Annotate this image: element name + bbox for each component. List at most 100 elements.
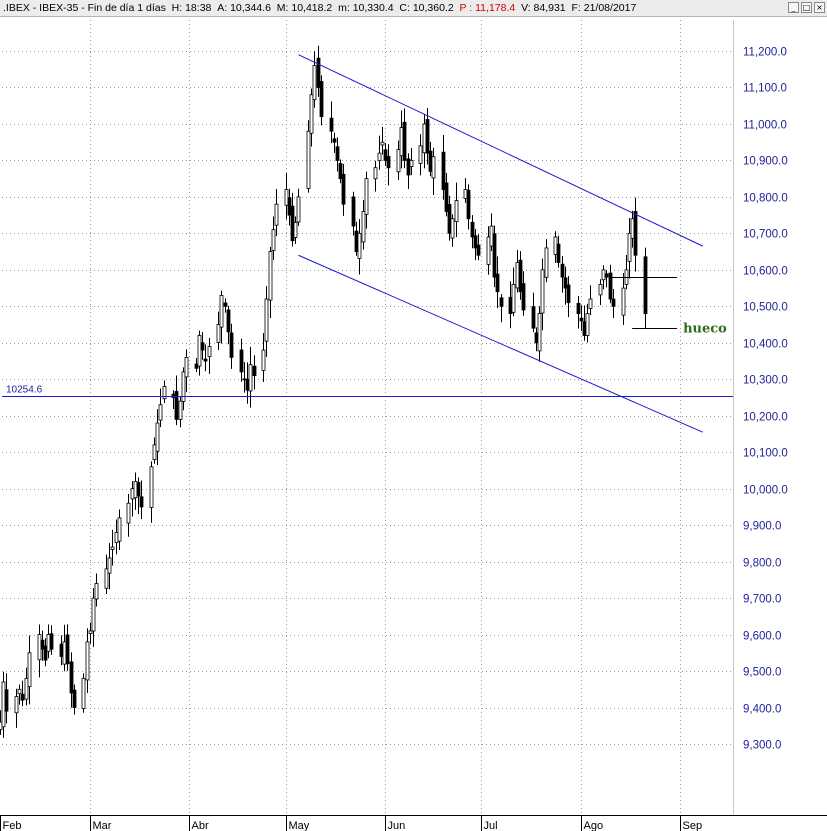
candle — [306, 120, 311, 193]
candle — [588, 285, 593, 316]
candle — [14, 688, 19, 728]
candle-body — [386, 155, 391, 169]
maximize-button[interactable]: □ — [801, 2, 812, 13]
candle-body — [117, 517, 122, 542]
candle-body — [1, 681, 6, 728]
candle — [582, 305, 587, 341]
candle — [576, 295, 581, 329]
candle — [521, 271, 526, 316]
candle-body — [508, 296, 513, 315]
y-tick-label: 9,500.0 — [743, 667, 781, 679]
candle-body — [380, 141, 385, 146]
candle — [608, 264, 613, 304]
candle — [181, 367, 186, 411]
candle-body — [534, 332, 539, 344]
candle-body — [489, 225, 494, 247]
candle — [335, 137, 340, 172]
month-label: Ago — [584, 820, 604, 831]
candle-body — [396, 149, 401, 173]
candle — [46, 624, 51, 659]
candle — [207, 337, 212, 374]
candle — [72, 684, 77, 715]
candle-body — [37, 634, 42, 661]
y-tick-label: 9,700.0 — [743, 594, 781, 606]
candle-body — [521, 283, 526, 311]
candle — [470, 215, 475, 249]
minimize-button[interactable]: _ — [788, 2, 799, 13]
candle — [85, 628, 90, 694]
candle — [579, 305, 584, 331]
candle-body — [110, 546, 115, 550]
y-tick-label: 9,300.0 — [743, 740, 781, 752]
candle-body — [94, 583, 99, 600]
close-button[interactable]: × — [814, 2, 825, 13]
candle — [69, 652, 74, 708]
candle — [312, 51, 317, 108]
candle-body — [601, 269, 606, 281]
candle-body — [264, 298, 269, 342]
y-tick-label: 9,800.0 — [743, 558, 781, 570]
candle-body — [492, 233, 497, 278]
y-tick-label: 11,100.0 — [743, 83, 787, 95]
y-tick-label: 10,900.0 — [743, 156, 788, 168]
candle-body — [81, 677, 86, 709]
candle-body — [544, 247, 549, 278]
candle-body — [540, 269, 545, 314]
candle — [203, 344, 208, 372]
candle — [43, 638, 48, 667]
y-tick-label: 10,700.0 — [743, 229, 788, 241]
candle-body — [85, 641, 90, 681]
candle — [534, 327, 539, 352]
candle — [94, 573, 99, 607]
candle — [444, 172, 449, 217]
candle — [556, 235, 561, 268]
candle — [149, 461, 154, 523]
candle — [4, 673, 9, 724]
candle-body — [104, 568, 109, 589]
candle-body — [399, 127, 404, 157]
candle — [560, 255, 565, 293]
candle-body — [576, 302, 581, 315]
candle — [252, 355, 257, 390]
candle — [268, 246, 273, 318]
candle — [107, 543, 112, 590]
candle — [88, 622, 93, 644]
candle-body — [418, 145, 423, 164]
month-label: May — [289, 820, 310, 831]
candle-body — [585, 313, 590, 336]
overlays: 10254.6 hueco — [2, 54, 733, 433]
candle-body — [107, 557, 112, 574]
candle-body — [560, 263, 565, 278]
candle — [425, 108, 430, 165]
candle-body — [229, 332, 234, 358]
candle — [37, 624, 42, 678]
candle — [540, 258, 545, 331]
candle — [406, 153, 411, 190]
y-tick-label: 9,400.0 — [743, 704, 781, 716]
candle — [152, 437, 157, 464]
candle — [91, 588, 96, 647]
candle-body — [447, 204, 452, 234]
candle-body — [69, 661, 74, 694]
stat-high: M: 10,418.2 — [276, 2, 333, 14]
candle — [386, 144, 391, 186]
candle-body — [383, 149, 388, 161]
candle — [486, 226, 491, 275]
candle-body — [49, 633, 54, 650]
candle — [171, 390, 176, 409]
candle-body — [476, 244, 481, 256]
candle-body — [293, 222, 298, 238]
candle-body — [290, 205, 295, 242]
candle-body — [553, 236, 558, 255]
candle-body — [364, 178, 369, 215]
candle-body — [499, 297, 504, 307]
y-tick-label: 10,300.0 — [743, 375, 788, 387]
candle — [630, 210, 635, 248]
candle — [261, 333, 266, 382]
candle-body — [245, 378, 250, 391]
candle-body — [181, 371, 186, 402]
candle — [601, 265, 606, 290]
candle — [319, 75, 324, 126]
candle — [158, 388, 163, 428]
candle-body — [20, 693, 25, 701]
